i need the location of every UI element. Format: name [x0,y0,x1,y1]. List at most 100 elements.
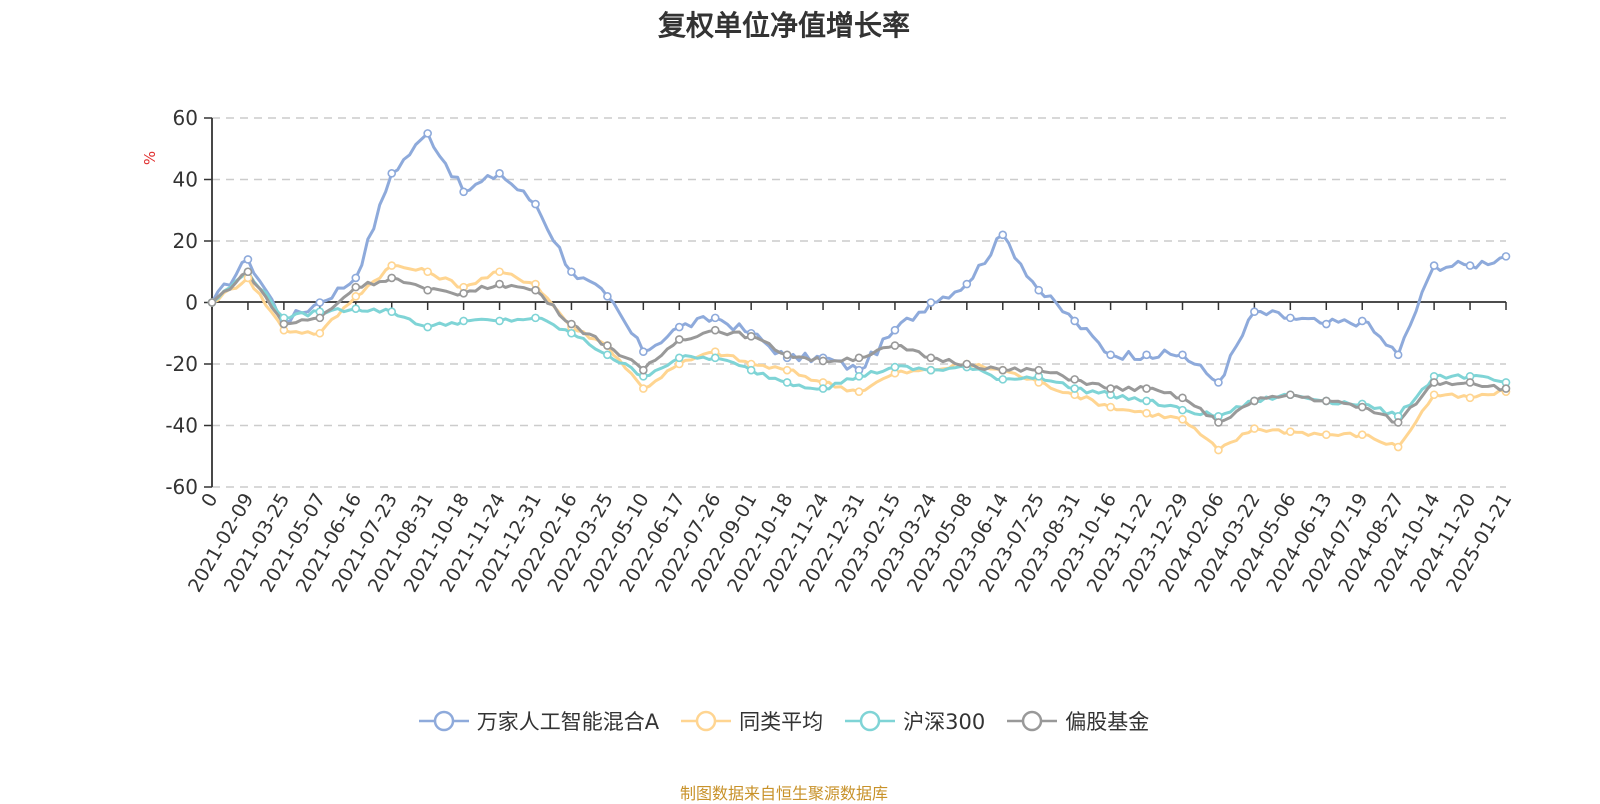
data-point [1142,396,1151,406]
data-point [818,356,828,366]
data-point [459,288,468,298]
data-point [1429,378,1439,387]
data-point [351,282,361,292]
data-point [1465,393,1475,403]
data-point [1393,350,1403,360]
data-point [674,353,684,363]
data-point [603,292,612,301]
data-point [1034,365,1044,375]
data-point [387,261,397,270]
data-point [351,273,361,283]
data-point [746,332,756,341]
data-point [1393,442,1403,452]
data-point [495,316,504,326]
data-point [351,292,361,301]
data-point [567,319,576,329]
data-point [1501,252,1511,261]
data-point [1321,430,1331,440]
legend-line-circle-icon [681,710,732,732]
data-point [1070,316,1079,326]
data-point [603,341,612,350]
data-point [1178,405,1187,415]
data-point [1465,261,1475,270]
data-point [710,313,720,323]
data-point [1286,427,1295,436]
data-point [854,387,864,396]
legend-item[interactable]: 偏股基金 [1007,706,1149,736]
y-tick-label: -40 [165,414,198,438]
data-point [1501,384,1511,393]
data-point [998,375,1008,384]
data-point [1393,418,1403,427]
series-layer [207,129,1511,455]
y-tick-label: -20 [165,352,198,376]
legend-line-circle-icon [845,710,896,732]
data-point [243,267,253,277]
legend-label: 万家人工智能混合A [476,710,660,734]
data-point [1214,378,1223,387]
data-point [351,304,361,313]
data-point [818,384,828,393]
data-point [710,353,720,363]
grid-layer [212,117,1506,488]
data-point [567,267,576,277]
data-point [998,230,1008,240]
data-point [495,279,504,289]
data-point [243,255,253,264]
data-point [782,350,792,360]
legend-label: 同类平均 [739,710,824,734]
data-point [567,328,576,338]
data-point [315,313,325,323]
y-tick-label: 20 [173,229,198,253]
data-point [1178,415,1187,424]
data-point [854,353,864,363]
data-point [531,313,540,323]
data-point [890,362,900,372]
data-point [207,298,217,307]
data-point [854,371,864,381]
data-point [1142,350,1151,360]
data-point [1250,396,1259,406]
data-point [1034,285,1044,295]
legend-line-circle-icon [1007,710,1058,732]
data-point [315,298,325,307]
data-point [387,307,397,317]
y-tick-label: -60 [165,475,198,499]
legend-item[interactable]: 万家人工智能混合A [418,706,660,736]
data-point [1429,261,1439,270]
data-point [1357,402,1367,412]
data-point [1250,424,1259,433]
legend-item[interactable]: 同类平均 [681,706,823,736]
data-point [926,298,936,307]
data-point [495,169,504,178]
data-point [674,322,684,332]
data-point [926,353,936,363]
data-point [387,169,397,178]
y-tick-label: 60 [173,106,198,130]
y-axis-label: % [141,151,159,165]
data-point [531,199,540,209]
data-point [1106,350,1115,360]
data-point [782,378,792,387]
data-point [962,279,972,289]
data-point [603,350,612,360]
data-point [710,325,720,335]
chart-title: 复权单位净值增长率 [657,9,910,42]
data-point [1178,350,1187,360]
data-point [1106,402,1115,412]
data-point [1142,408,1151,418]
data-point [1465,378,1475,387]
legend-item[interactable]: 沪深300 [845,706,985,736]
data-point [495,267,504,277]
data-point [1286,313,1295,323]
data-point [459,316,468,326]
data-point [1142,384,1151,393]
data-point [531,285,540,295]
data-point [1178,393,1187,403]
data-point [1321,396,1331,406]
data-point [423,129,432,138]
data-point [890,325,900,335]
data-point [639,384,648,393]
y-tick-label: 0 [185,291,198,315]
